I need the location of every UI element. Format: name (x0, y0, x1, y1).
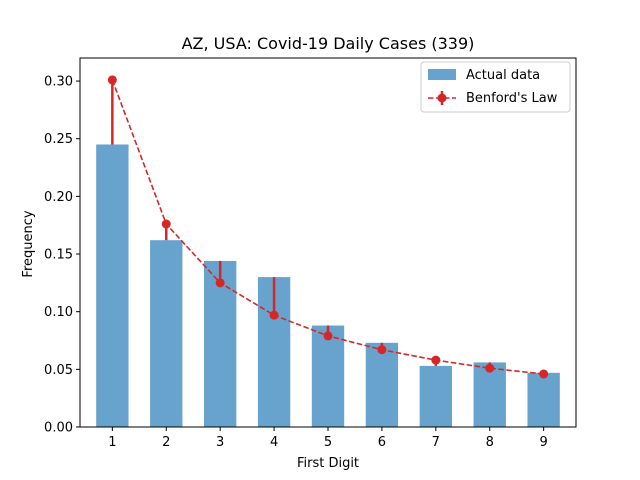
y-tick-label-0.25: 0.25 (44, 132, 73, 147)
x-tick-label-4: 4 (270, 435, 278, 450)
bar-digit-2 (150, 240, 183, 427)
legend-label-actual: Actual data (466, 68, 540, 83)
benford-point-digit-6 (377, 345, 387, 355)
bar-digit-5 (311, 325, 345, 427)
x-tick-label-3: 3 (216, 435, 224, 450)
bar-digit-7 (419, 365, 452, 427)
x-tick-label-1: 1 (108, 435, 116, 450)
benford-point-digit-4 (269, 310, 279, 320)
legend: Actual data Benford's Law (420, 61, 571, 113)
x-tick-label-5: 5 (324, 435, 332, 450)
y-tick-label-0.20: 0.20 (44, 190, 73, 205)
x-tick-label-8: 8 (486, 435, 494, 450)
benford-point-digit-9 (539, 369, 549, 379)
y-tick-label-0.00: 0.00 (44, 421, 73, 436)
bar-digit-3 (204, 260, 237, 427)
chart-title: AZ, USA: Covid-19 Daily Cases (339) (182, 34, 475, 53)
legend-swatch-actual (428, 69, 456, 80)
plot-area: 1 2 3 4 5 6 7 8 9 0.00 0.05 0.10 0.15 0.20 0.25 0.30 (44, 57, 577, 450)
benford-point-digit-7 (431, 355, 441, 365)
y-axis-label: Frequency (21, 210, 36, 277)
legend-frame (420, 61, 571, 113)
y-tick-label-0.15: 0.15 (44, 248, 73, 263)
benford-point-digit-1 (107, 75, 117, 85)
x-tick-label-9: 9 (540, 435, 548, 450)
y-tick-label-0.05: 0.05 (44, 363, 73, 378)
x-axis-label: First Digit (297, 456, 359, 471)
legend-swatch-benford-marker (437, 93, 447, 103)
y-tick-label-0.10: 0.10 (44, 305, 73, 320)
y-tick-label-0.30: 0.30 (44, 75, 73, 90)
bar-digit-6 (365, 342, 399, 427)
benford-point-digit-2 (161, 219, 171, 229)
benford-point-digit-5 (323, 331, 333, 341)
x-tick-label-7: 7 (432, 435, 440, 450)
legend-label-benford: Benford's Law (466, 91, 558, 106)
x-tick-label-6: 6 (378, 435, 386, 450)
bar-digit-1 (96, 144, 129, 427)
bar-digit-8 (473, 362, 506, 427)
x-tick-label-2: 2 (162, 435, 170, 450)
benford-point-digit-8 (485, 363, 495, 373)
bar-digit-9 (527, 372, 560, 427)
benford-point-digit-3 (215, 278, 225, 288)
